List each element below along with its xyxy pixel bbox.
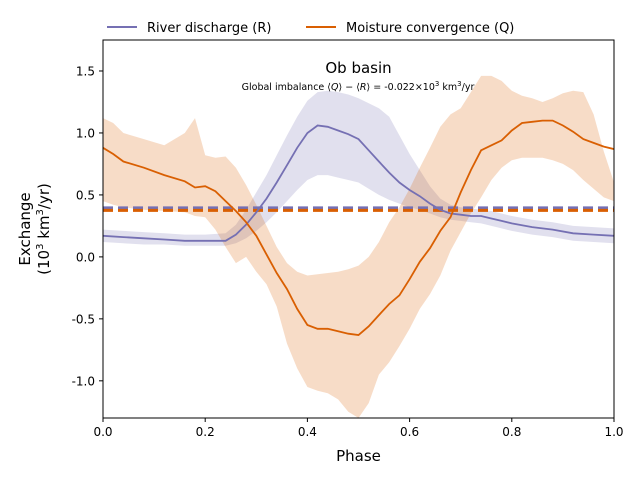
y-axis-label-line1: Exchange: [16, 192, 34, 265]
y-tick-label: 0.5: [76, 188, 95, 202]
subtitle-unit: km: [439, 82, 457, 93]
y-tick-label: -1.0: [72, 374, 95, 388]
x-axis-label: Phase: [336, 447, 381, 465]
chart-title: Ob basin: [325, 59, 391, 77]
y-axis-label-line2: (103 km3/yr): [35, 183, 53, 275]
series-line-river: [103, 124, 614, 242]
chart-subtitle: Global imbalance ⟨Q⟩ − ⟨R⟩ = -0.022×103 …: [242, 80, 475, 93]
band-moisture: [103, 75, 614, 418]
y-tick-label: 1.5: [76, 64, 95, 78]
axis-ticks: 0.0 0.2 0.4 0.6 0.8 1.0 -1.0 -0.5 0.0 0.5 1.0 1.5: [72, 64, 624, 439]
subtitle-q: Q: [331, 82, 339, 93]
subtitle-value: ⟩ = -0.022×10: [367, 82, 435, 93]
band-river: [103, 90, 614, 246]
legend-label-river: River discharge (R): [147, 21, 271, 36]
plot-data: [103, 75, 614, 418]
x-tick-label: 0.4: [298, 425, 317, 439]
x-tick-label: 1.0: [604, 425, 623, 439]
legend-label-moisture: Moisture convergence (Q): [346, 21, 514, 36]
y-axis-label: Exchange (103 km3/yr): [16, 183, 53, 275]
x-tick-label: 0.8: [502, 425, 521, 439]
legend: River discharge (R) Moisture convergence…: [107, 21, 514, 36]
subtitle-prefix: Global imbalance ⟨: [242, 82, 331, 93]
y-tick-label: 0.0: [76, 250, 95, 264]
x-tick-label: 0.2: [196, 425, 215, 439]
y-tick-label: 1.0: [76, 126, 95, 140]
x-tick-label: 0.0: [93, 425, 112, 439]
subtitle-unit-exp: 3: [457, 80, 461, 88]
subtitle-unit-tail: /yr: [462, 82, 475, 93]
subtitle-value-exp: 3: [435, 80, 439, 88]
subtitle-mid: ⟩ − ⟨: [338, 82, 359, 93]
subtitle-r: R: [360, 82, 367, 93]
y-tick-label: -0.5: [72, 312, 95, 326]
series-line-moisture: [103, 119, 614, 336]
plot-frame: [102, 39, 615, 419]
x-tick-label: 0.6: [400, 425, 419, 439]
